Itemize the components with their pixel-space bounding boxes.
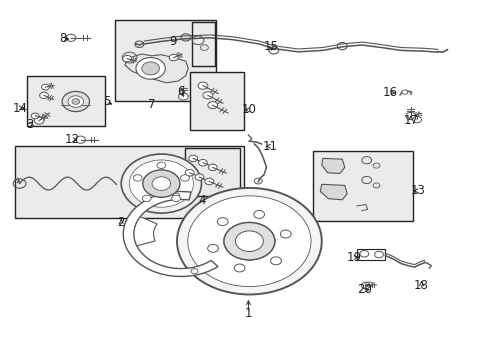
Text: 20: 20 — [356, 283, 371, 296]
Circle shape — [173, 193, 180, 198]
Circle shape — [178, 93, 188, 100]
Text: 12: 12 — [65, 133, 80, 146]
Polygon shape — [320, 184, 346, 200]
Text: 7: 7 — [147, 98, 155, 111]
Circle shape — [412, 116, 421, 123]
Circle shape — [401, 90, 407, 94]
Circle shape — [405, 112, 415, 120]
Circle shape — [133, 175, 142, 181]
Circle shape — [121, 154, 201, 213]
Circle shape — [195, 174, 203, 180]
Circle shape — [72, 99, 80, 104]
Circle shape — [180, 175, 189, 181]
Circle shape — [157, 162, 165, 168]
Circle shape — [253, 211, 264, 219]
Text: 17: 17 — [403, 114, 417, 127]
Circle shape — [122, 55, 131, 62]
Circle shape — [185, 170, 194, 176]
Circle shape — [136, 58, 165, 79]
Circle shape — [207, 244, 218, 252]
Circle shape — [129, 160, 193, 207]
Text: 16: 16 — [382, 86, 397, 99]
Circle shape — [198, 82, 207, 89]
Circle shape — [142, 195, 151, 202]
Circle shape — [169, 54, 178, 61]
Circle shape — [208, 164, 217, 171]
Text: 1: 1 — [244, 307, 252, 320]
Polygon shape — [321, 158, 344, 174]
Circle shape — [204, 178, 213, 185]
Circle shape — [235, 231, 263, 252]
Circle shape — [270, 257, 281, 265]
Text: 4: 4 — [198, 194, 205, 207]
Text: 10: 10 — [242, 103, 256, 116]
Text: 8: 8 — [59, 32, 66, 45]
Circle shape — [203, 92, 212, 99]
Text: 15: 15 — [264, 40, 278, 53]
Text: 9: 9 — [168, 35, 176, 48]
Text: 3: 3 — [26, 118, 34, 131]
Circle shape — [187, 196, 310, 287]
Circle shape — [217, 218, 228, 226]
Circle shape — [76, 136, 85, 143]
Circle shape — [198, 159, 207, 166]
Circle shape — [152, 177, 170, 190]
Circle shape — [142, 62, 159, 75]
Text: 6: 6 — [177, 85, 184, 98]
Text: 18: 18 — [413, 279, 428, 292]
Circle shape — [34, 117, 44, 124]
Circle shape — [66, 34, 76, 41]
Circle shape — [62, 91, 89, 112]
Circle shape — [31, 113, 39, 119]
Circle shape — [177, 188, 321, 294]
Wedge shape — [123, 192, 218, 276]
Circle shape — [40, 92, 48, 99]
Circle shape — [68, 96, 83, 107]
Circle shape — [234, 264, 244, 272]
Text: 13: 13 — [410, 184, 425, 197]
Bar — [192, 22, 215, 66]
Polygon shape — [124, 54, 188, 83]
Wedge shape — [134, 217, 157, 246]
Circle shape — [361, 282, 369, 289]
Text: 14: 14 — [13, 102, 28, 114]
Text: 2: 2 — [117, 216, 125, 229]
Circle shape — [280, 230, 290, 238]
Bar — [115, 20, 216, 101]
Bar — [189, 72, 244, 130]
Circle shape — [207, 102, 217, 109]
Bar — [184, 148, 239, 196]
Text: 5: 5 — [102, 95, 110, 108]
Circle shape — [142, 170, 180, 197]
Text: 11: 11 — [263, 140, 277, 153]
Circle shape — [224, 222, 274, 260]
Circle shape — [191, 269, 198, 274]
Bar — [27, 76, 105, 126]
Bar — [312, 151, 412, 221]
Circle shape — [188, 155, 197, 162]
Bar — [356, 249, 385, 260]
Circle shape — [171, 195, 180, 202]
Circle shape — [41, 84, 49, 90]
Text: 19: 19 — [346, 251, 361, 264]
Bar — [15, 146, 243, 218]
